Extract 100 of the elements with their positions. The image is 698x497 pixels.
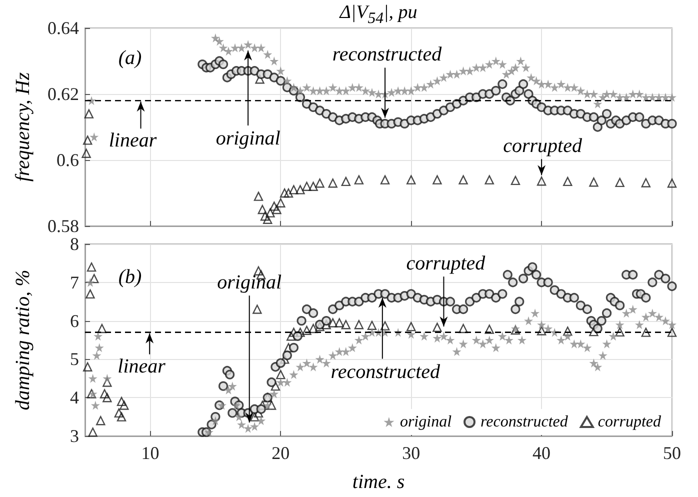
x-tick-label: 20 — [272, 443, 290, 463]
point — [589, 326, 598, 336]
point — [263, 214, 272, 224]
point — [289, 328, 298, 337]
point — [90, 274, 99, 284]
point — [280, 354, 290, 364]
point — [284, 188, 294, 198]
point — [328, 178, 338, 188]
point — [276, 370, 286, 380]
point — [302, 182, 312, 191]
y-tick-label: 0.6 — [56, 150, 79, 170]
y-tick-label: 4 — [70, 388, 79, 408]
point — [589, 178, 598, 187]
point — [114, 408, 124, 418]
y-tick-label: 7 — [70, 272, 79, 292]
y-tick-label: 0.64 — [48, 18, 79, 38]
point — [250, 412, 260, 422]
point — [354, 175, 364, 184]
point — [83, 362, 92, 372]
y-tick-label: 5 — [70, 349, 79, 370]
point — [88, 428, 98, 437]
point — [270, 202, 279, 211]
y-tick-label: 8 — [70, 234, 79, 254]
point — [116, 396, 126, 406]
point — [286, 332, 296, 341]
point — [315, 178, 324, 188]
point — [484, 175, 494, 184]
point — [258, 400, 268, 410]
point — [615, 327, 624, 337]
point — [84, 109, 94, 118]
point — [86, 289, 95, 299]
point — [258, 204, 268, 214]
point — [302, 326, 312, 335]
point — [252, 304, 262, 314]
point — [260, 212, 270, 221]
point — [97, 324, 107, 334]
y-tick-label: 6 — [70, 310, 79, 331]
annotation: reconstructed — [330, 360, 442, 383]
point — [641, 328, 651, 337]
point — [266, 208, 275, 218]
point — [296, 328, 305, 337]
x-tick-label: 30 — [402, 443, 420, 463]
point — [380, 175, 390, 184]
point — [254, 192, 264, 201]
x-axis-title: time. s — [352, 471, 405, 493]
annotation: corrupted — [406, 252, 486, 275]
point — [406, 322, 416, 332]
y-tick-label: 0.58 — [48, 216, 79, 236]
point — [308, 324, 318, 334]
y-tick-label: 3 — [70, 426, 79, 446]
annotation: (a) — [118, 47, 142, 69]
point — [458, 175, 468, 184]
point — [328, 318, 338, 328]
point — [432, 322, 442, 332]
y-axis-title: frequency, Hz — [12, 72, 34, 182]
annotation: (b) — [118, 266, 142, 288]
point — [667, 178, 677, 188]
point — [289, 185, 298, 194]
point — [615, 178, 624, 188]
point — [563, 176, 572, 186]
point — [367, 320, 377, 330]
chart-title: Δ|V$_{54}$|, pu — [338, 2, 418, 28]
point — [280, 188, 290, 198]
point — [116, 412, 126, 422]
point — [510, 176, 520, 186]
point — [484, 324, 494, 334]
series-label: original — [216, 128, 281, 150]
legend-label: linear — [108, 130, 157, 152]
point — [284, 343, 294, 352]
point — [83, 136, 92, 145]
series-label: reconstructed — [332, 44, 443, 66]
x-tick-label: 50 — [663, 443, 681, 463]
y-tick-label: 0.62 — [48, 84, 79, 104]
legend-label: corrupted — [598, 414, 662, 430]
point — [100, 389, 110, 398]
point — [308, 182, 318, 191]
point — [354, 320, 364, 330]
point — [102, 393, 112, 402]
point — [270, 381, 280, 391]
point — [96, 416, 106, 426]
point — [276, 198, 286, 208]
legend-label: original — [400, 414, 452, 430]
series-label: corrupted — [503, 135, 583, 158]
point — [641, 178, 651, 188]
point — [341, 320, 350, 330]
point — [86, 262, 96, 272]
annotation: original — [217, 272, 282, 294]
legend-label: reconstructed — [480, 414, 569, 430]
point — [272, 204, 282, 214]
point — [334, 318, 344, 328]
point — [536, 176, 546, 186]
x-tick-label: 10 — [141, 443, 160, 463]
point — [266, 400, 276, 410]
x-tick-label: 40 — [532, 443, 551, 463]
point — [667, 328, 677, 337]
point — [406, 175, 416, 184]
point — [82, 148, 91, 158]
y-axis-title: damping ratio, % — [12, 270, 34, 410]
point — [458, 324, 468, 334]
point — [432, 175, 442, 184]
